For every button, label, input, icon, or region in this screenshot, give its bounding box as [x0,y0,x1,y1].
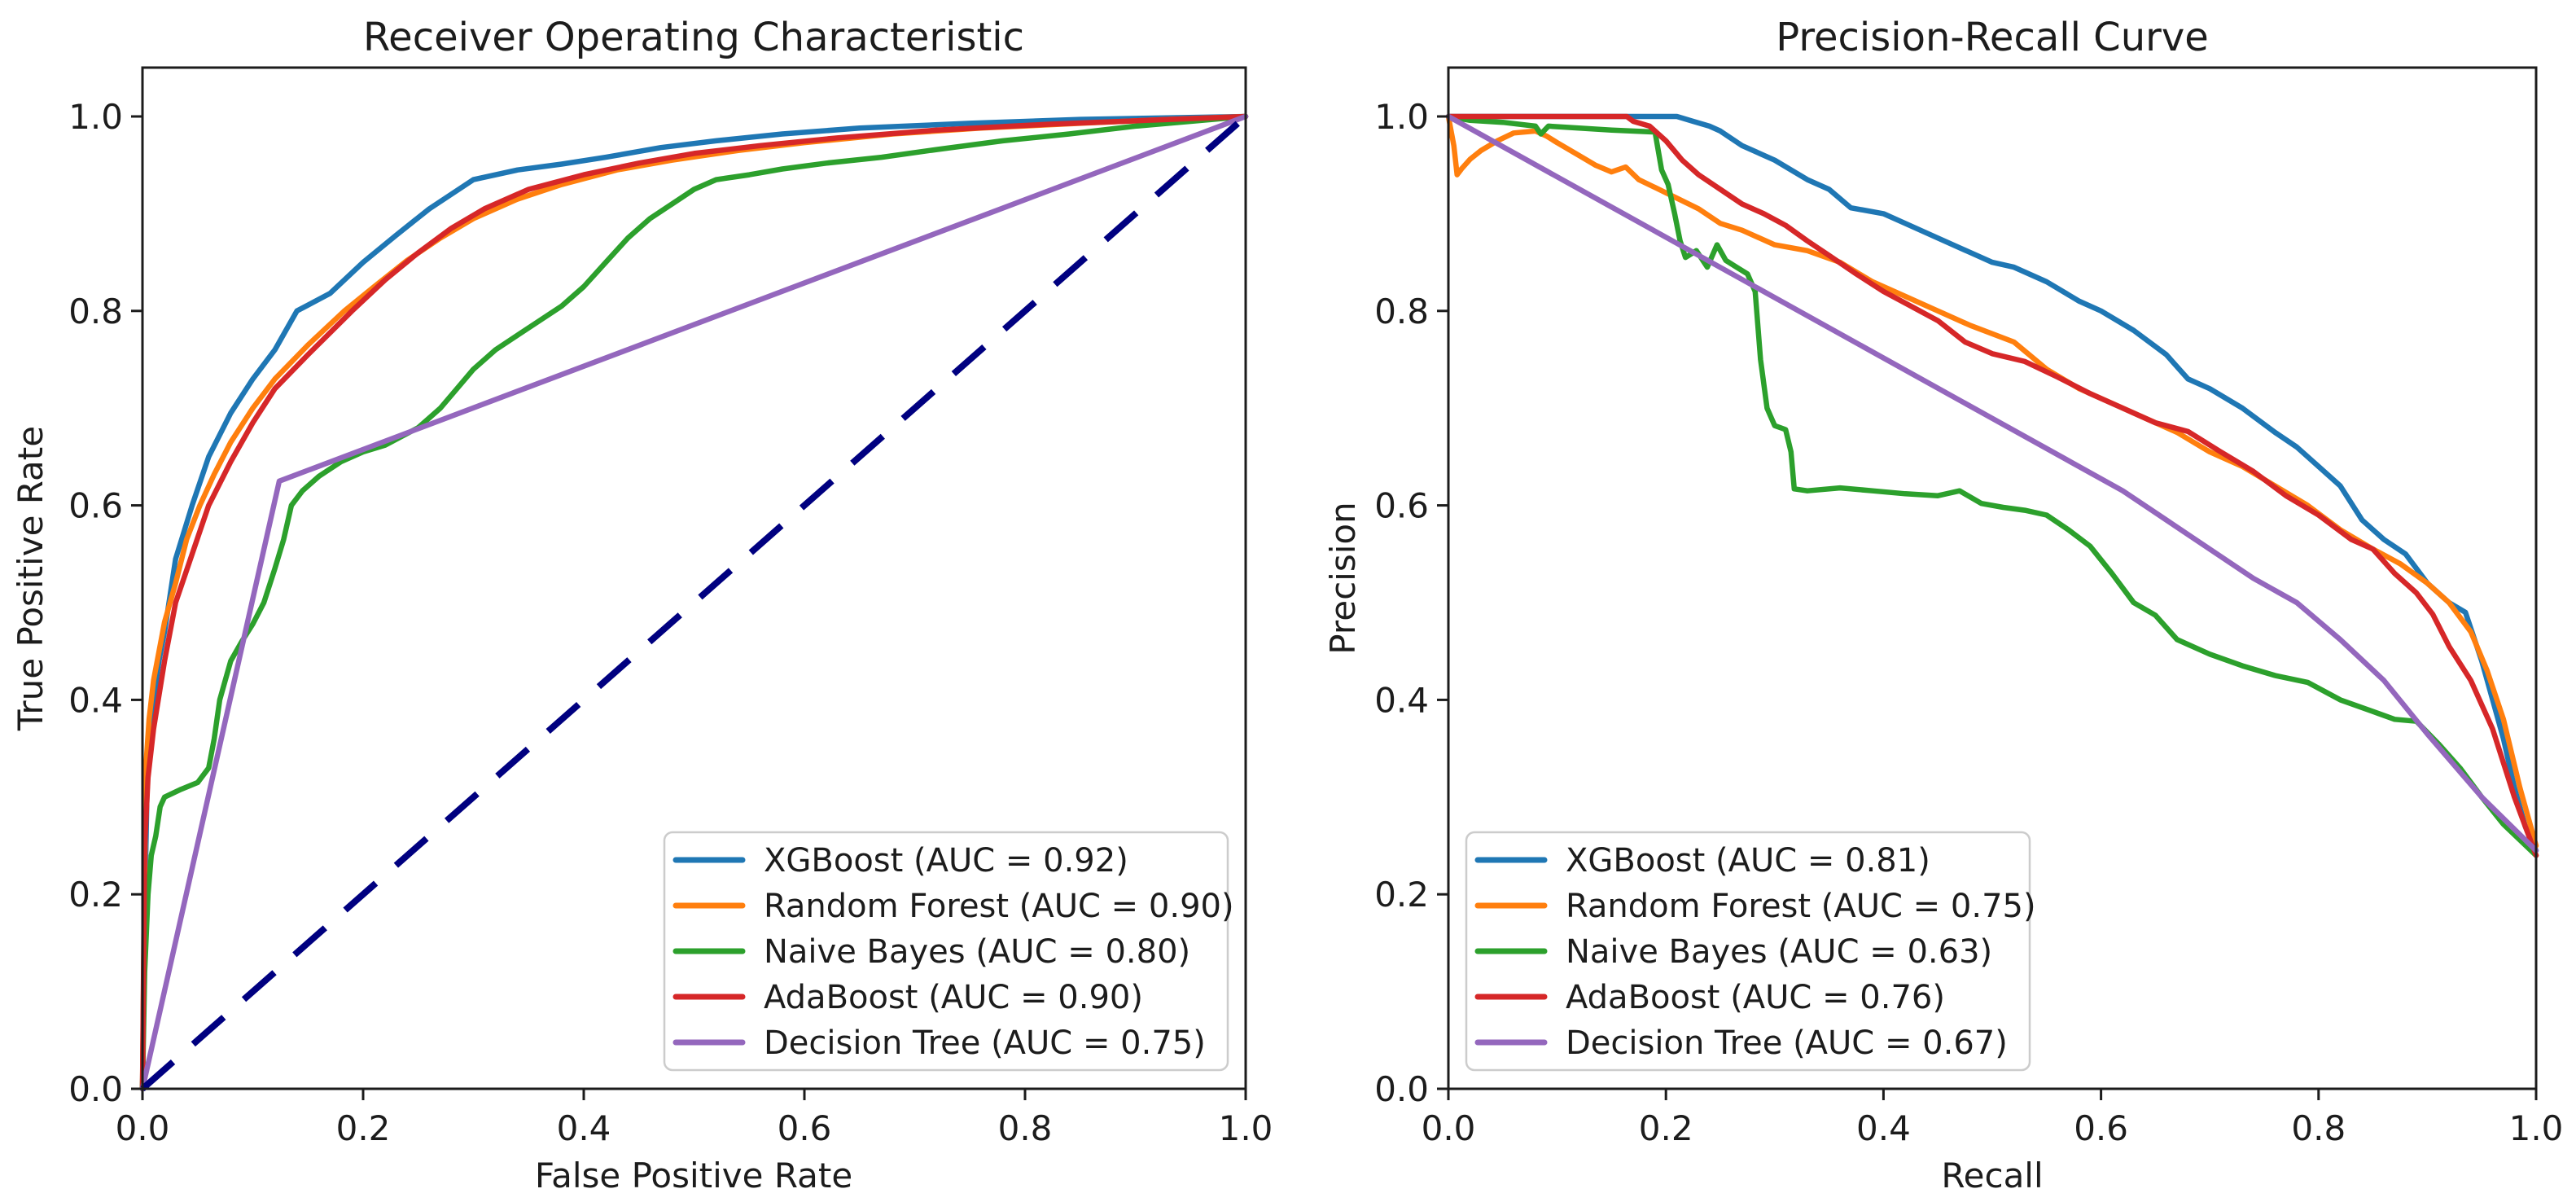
roc-curve-adaboost [139,113,1249,1092]
pr-axes-frame [1447,66,2538,1090]
pr-legend-label-random-forest: Random Forest (AUC = 0.75) [1566,888,2036,925]
pr-x-tick-label: 0.0 [1422,1108,1476,1148]
pr-legend-label-adaboost: AdaBoost (AUC = 0.76) [1566,979,1945,1016]
roc-legend-label-decision-tree: Decision Tree (AUC = 0.75) [764,1024,1206,1062]
roc-x-tick-label: 0.4 [557,1108,611,1148]
roc-y-tick-label: 1.0 [68,97,123,137]
roc-x-tick-label: 0.2 [336,1108,391,1148]
roc-xlabel: False Positive Rate [535,1156,852,1195]
roc-legend-box [663,831,1229,1072]
pr-legend: XGBoost (AUC = 0.81) Random Forest (AUC =… [1465,831,2036,1072]
pr-plot: 0.0 0.2 0.4 0.6 0.8 1.0 0.0 0.2 0.4 0.6 0.8 1.0 Prec… [1323,15,2563,1195]
pr-legend-box [1465,831,2031,1072]
pr-x-tick-label: 0.8 [2291,1108,2346,1148]
roc-x-tick-label: 0.0 [116,1108,170,1148]
pr-y-tick-label: 1.0 [1374,97,1429,137]
roc-legend-label-xgboost: XGBoost (AUC = 0.92) [764,842,1128,880]
roc-y-tick-label: 0.6 [68,486,123,526]
pr-legend-entry-naive-bayes: Naive Bayes (AUC = 0.63) [1474,933,1992,971]
pr-x-tick-label: 0.6 [2074,1108,2128,1148]
pr-legend-entry-xgboost: XGBoost (AUC = 0.81) [1474,842,1930,880]
pr-x-tick-label: 0.2 [1639,1108,1693,1148]
pr-legend-label-naive-bayes: Naive Bayes (AUC = 0.63) [1566,933,1992,971]
pr-x-tick-label: 0.4 [1856,1108,1911,1148]
pr-xlabel: Recall [1941,1156,2043,1195]
roc-y-tick-label: 0.0 [68,1069,123,1109]
pr-legend-entry-random-forest: Random Forest (AUC = 0.75) [1474,888,2036,925]
pr-y-tick-label: 0.6 [1374,486,1429,526]
roc-curve-decision-tree [139,113,1249,1092]
roc-axes-frame [141,66,1247,1090]
pr-curve-decision-tree [1445,113,2539,853]
roc-ylabel: True Positive Rate [11,426,50,731]
pr-curve-xgboost [1445,113,2539,853]
pr-curve-random-forest [1445,113,2539,849]
roc-x-tick-label: 0.8 [998,1108,1053,1148]
pr-y-tick-label: 0.4 [1374,680,1429,720]
pr-legend-label-xgboost: XGBoost (AUC = 0.81) [1566,842,1930,880]
pr-y-tick-label: 0.8 [1374,292,1429,331]
pr-title: Precision-Recall Curve [1776,15,2209,60]
pr-legend-label-decision-tree: Decision Tree (AUC = 0.67) [1566,1024,2008,1062]
roc-legend-entry-adaboost: AdaBoost (AUC = 0.90) [672,979,1143,1016]
roc-y-tick-label: 0.8 [68,292,123,331]
roc-x-tick-label: 0.6 [778,1108,832,1148]
roc-legend-label-random-forest: Random Forest (AUC = 0.90) [764,888,1234,925]
roc-legend-entry-xgboost: XGBoost (AUC = 0.92) [672,842,1128,880]
roc-y-tick-label: 0.2 [68,875,123,915]
roc-x-tick-label: 1.0 [1219,1108,1273,1148]
pr-legend-entry-adaboost: AdaBoost (AUC = 0.76) [1474,979,1945,1016]
roc-legend-entry-decision-tree: Decision Tree (AUC = 0.75) [672,1024,1206,1062]
roc-legend-entry-random-forest: Random Forest (AUC = 0.90) [672,888,1234,925]
roc-plot: 0.0 0.2 0.4 0.6 0.8 1.0 0.0 0.2 0.4 0.6 0.8 1.0 Rece… [11,15,1273,1195]
pr-ylabel: Precision [1323,502,1363,654]
pr-y-tick-label: 0.2 [1374,875,1429,915]
pr-curve-adaboost [1445,113,2539,858]
roc-legend: XGBoost (AUC = 0.92) Random Forest (AUC =… [663,831,1234,1072]
roc-legend-label-adaboost: AdaBoost (AUC = 0.90) [764,979,1143,1016]
roc-legend-label-naive-bayes: Naive Bayes (AUC = 0.80) [764,933,1190,971]
roc-curve-chance-diagonal [140,113,1248,1092]
pr-y-tick-label: 0.0 [1374,1069,1429,1109]
pr-x-tick-label: 1.0 [2509,1108,2564,1148]
roc-y-tick-label: 0.4 [68,680,123,720]
pr-legend-entry-decision-tree: Decision Tree (AUC = 0.67) [1474,1024,2008,1062]
pr-curve-naive-bayes [1445,113,2539,858]
roc-title: Receiver Operating Characteristic [363,15,1024,60]
roc-legend-entry-naive-bayes: Naive Bayes (AUC = 0.80) [672,933,1190,971]
